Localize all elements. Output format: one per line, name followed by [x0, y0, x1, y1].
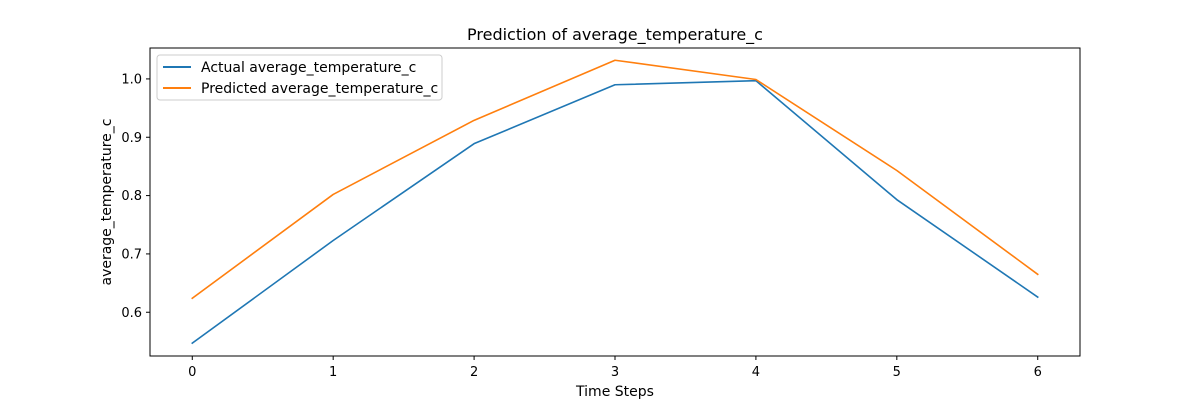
legend-label-actual: Actual average_temperature_c	[201, 60, 416, 76]
y-axis-label: average_temperature_c	[99, 118, 115, 285]
y-tick-label: 0.9	[121, 131, 142, 146]
legend-box	[156, 54, 443, 101]
x-tick-label: 0	[188, 365, 196, 380]
series-line-actual	[191, 79, 1039, 345]
x-tick-label: 5	[893, 365, 901, 380]
axis-ticks: 0 1 2 3 4 5 6 0.6 0.7 0.8 0.9 1.0	[121, 72, 1042, 380]
legend: Actual average_temperature_c Predicted a…	[156, 54, 443, 101]
y-tick-label: 0.6	[121, 306, 142, 321]
series-line-predicted	[191, 59, 1039, 300]
series-lines	[191, 59, 1039, 345]
chart-title: Prediction of average_temperature_c	[467, 25, 763, 45]
x-axis-label: Time Steps	[575, 384, 654, 400]
y-tick-label: 0.7	[121, 247, 142, 262]
x-tick-label: 2	[470, 365, 478, 380]
legend-label-predicted: Predicted average_temperature_c	[201, 81, 438, 97]
x-tick-label: 4	[752, 365, 760, 380]
plot-frame	[149, 47, 1081, 357]
x-tick-label: 1	[329, 365, 337, 380]
y-tick-label: 0.8	[121, 189, 142, 204]
x-tick-label: 6	[1034, 365, 1042, 380]
x-tick-label: 3	[611, 365, 619, 380]
y-tick-label: 1.0	[121, 72, 142, 87]
